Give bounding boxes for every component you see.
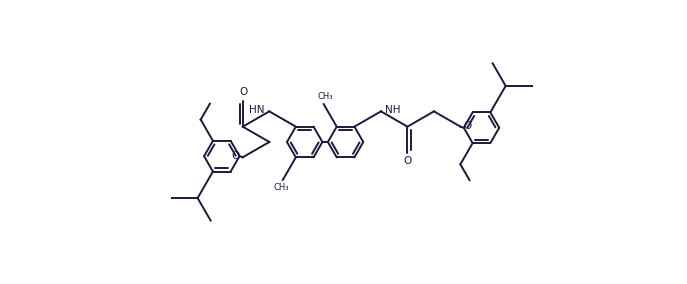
Text: NH: NH — [385, 105, 401, 115]
Text: O: O — [403, 156, 412, 166]
Text: CH₃: CH₃ — [317, 92, 333, 101]
Text: O: O — [240, 87, 248, 97]
Text: O: O — [232, 151, 240, 161]
Text: CH₃: CH₃ — [274, 183, 289, 192]
Text: HN: HN — [249, 105, 265, 115]
Text: O: O — [464, 121, 472, 131]
